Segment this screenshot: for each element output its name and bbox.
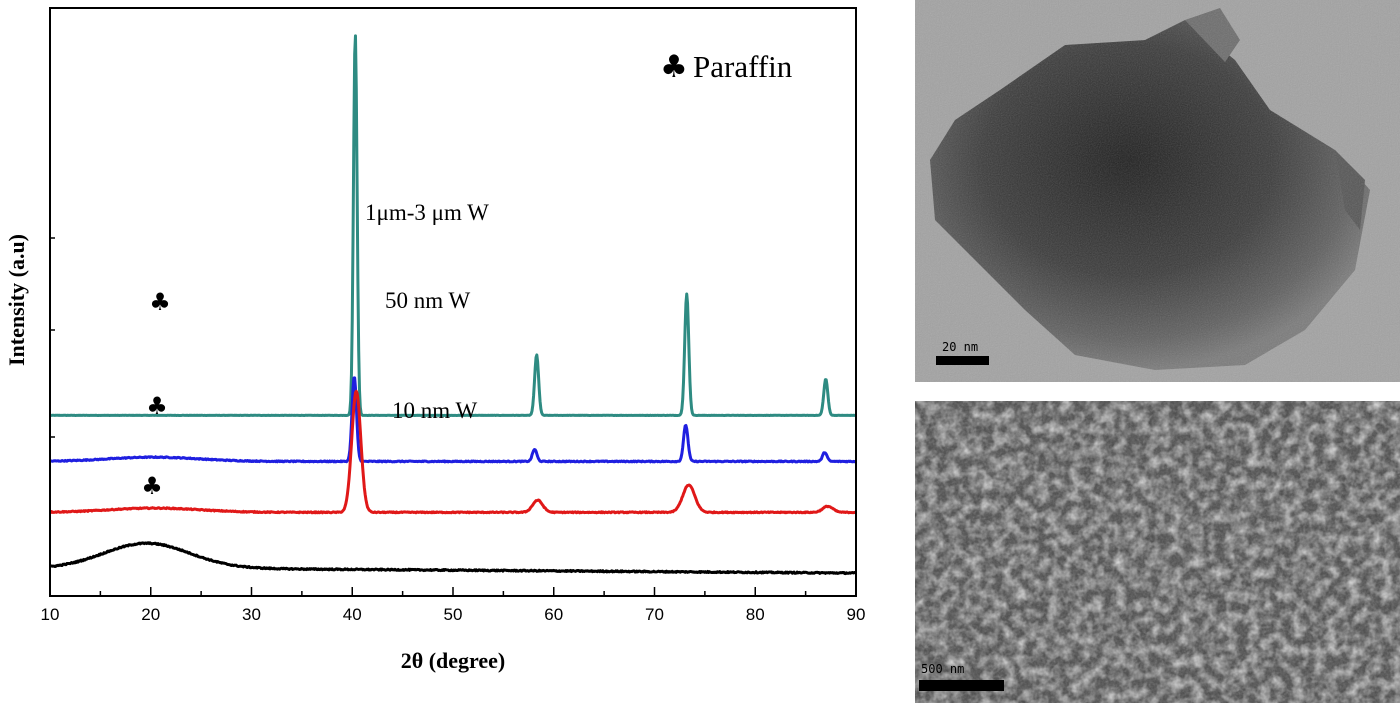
labels: 1μm-3 μm W 50 nm W ♣ 10 nm W ♣ ♣ xyxy=(141,200,489,500)
series-line xyxy=(49,376,857,464)
x-tick-label: 80 xyxy=(746,605,765,624)
series-line xyxy=(49,389,857,515)
x-tick-label: 60 xyxy=(544,605,563,624)
x-tick-label: 50 xyxy=(444,605,463,624)
series-line xyxy=(49,34,857,417)
tem-scale-bar: 20 nm xyxy=(936,340,989,365)
x-axis-title: 2θ (degree) xyxy=(401,648,506,673)
series-label: 50 nm W xyxy=(385,288,470,313)
paraffin-marker: ♣ xyxy=(149,288,171,316)
x-tick-label: 30 xyxy=(242,605,261,624)
sem-scale-bar: 500 nm xyxy=(919,662,1004,691)
svg-text:20 nm: 20 nm xyxy=(942,340,978,354)
series-line xyxy=(49,541,857,576)
y-axis-title: Intensity (a.u) xyxy=(4,234,29,366)
x-tick-label: 90 xyxy=(847,605,866,624)
x-tick-label: 10 xyxy=(41,605,60,624)
tem-image: 20 nm xyxy=(915,0,1400,382)
paraffin-marker: ♣ xyxy=(146,392,168,420)
x-tick-label: 40 xyxy=(343,605,362,624)
series-label: 10 nm W xyxy=(392,398,477,423)
axes: 10 20 30 40 50 60 70 80 90 xyxy=(41,7,866,624)
sem-image: 500 nm xyxy=(915,401,1400,703)
legend-label: Paraffin xyxy=(693,49,793,84)
svg-text:500 nm: 500 nm xyxy=(921,662,964,676)
x-tick-label: 20 xyxy=(141,605,160,624)
legend-marker: ♣ xyxy=(660,49,688,85)
series-label: 1μm-3 μm W xyxy=(365,200,489,225)
x-tick-label: 70 xyxy=(645,605,664,624)
plot-area xyxy=(49,34,857,576)
paraffin-marker: ♣ xyxy=(141,472,163,500)
